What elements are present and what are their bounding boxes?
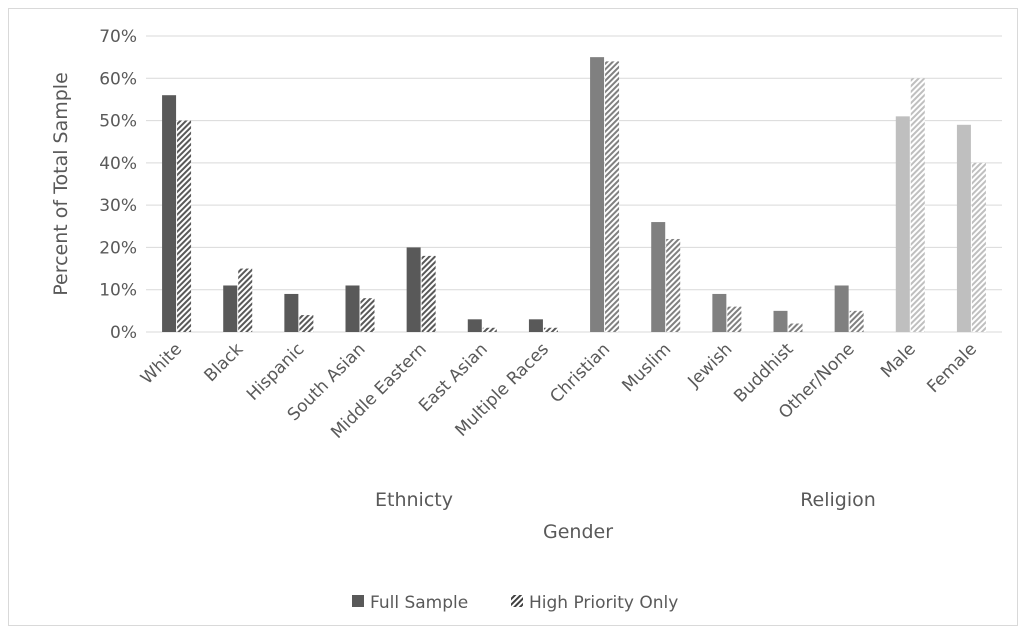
bar-full-sample	[773, 310, 788, 332]
bar-high-priority	[788, 323, 803, 332]
gridlines	[146, 35, 1002, 333]
bar-high-priority	[605, 61, 620, 332]
bar-full-sample	[590, 57, 605, 333]
bar-full-sample	[834, 285, 849, 332]
group-label-religion: Religion	[800, 489, 876, 511]
bar-high-priority	[238, 268, 253, 332]
y-axis-ticks: 0% 10% 20% 30% 40% 50% 60% 70%	[99, 27, 137, 343]
x-tick-label: Black	[201, 339, 248, 386]
legend: Full Sample High Priority Only	[352, 593, 678, 613]
x-tick-label: Male	[877, 339, 920, 382]
x-tick-label: Muslim	[618, 339, 675, 396]
group-label-ethnicity: Ethnicty	[375, 489, 453, 511]
x-tick-label: Jewish	[684, 339, 737, 392]
bar-high-priority	[971, 162, 986, 332]
bar-high-priority	[543, 327, 558, 332]
legend-label-high-priority: High Priority Only	[529, 593, 678, 613]
bar-full-sample	[956, 124, 971, 332]
legend-swatch-full-sample	[352, 595, 364, 607]
bar-full-sample	[528, 319, 543, 332]
y-tick-label: 0%	[110, 323, 137, 343]
bar-high-priority	[299, 315, 314, 332]
bar-high-priority	[177, 120, 192, 332]
bar-high-priority	[421, 255, 436, 332]
y-tick-label: 10%	[99, 281, 137, 301]
y-axis-title: Percent of Total Sample	[50, 72, 72, 296]
group-label-gender: Gender	[543, 521, 613, 543]
bar-full-sample	[712, 293, 727, 332]
y-tick-label: 60%	[99, 69, 137, 89]
bar-full-sample	[406, 247, 421, 332]
bar-full-sample	[223, 285, 238, 332]
x-tick-label: Female	[923, 339, 981, 397]
bar-high-priority	[910, 78, 925, 333]
bar-full-sample	[284, 293, 299, 332]
x-tick-label: White	[137, 339, 186, 388]
bar-high-priority	[727, 306, 742, 332]
bar-full-sample	[651, 222, 666, 332]
bar-full-sample	[467, 319, 482, 332]
y-tick-label: 40%	[99, 154, 137, 174]
x-tick-label: Christian	[546, 339, 614, 407]
bars	[162, 57, 986, 333]
y-tick-label: 70%	[99, 27, 137, 47]
legend-swatch-high-priority	[511, 595, 523, 607]
bar-full-sample	[345, 285, 360, 332]
bar-full-sample	[162, 95, 177, 332]
bar-high-priority	[482, 327, 497, 332]
legend-label-full-sample: Full Sample	[370, 593, 468, 613]
bar-high-priority	[849, 310, 864, 332]
bar-high-priority	[360, 298, 375, 332]
y-tick-label: 50%	[99, 112, 137, 132]
bar-full-sample	[895, 116, 910, 332]
bar-high-priority	[666, 238, 681, 332]
y-tick-label: 20%	[99, 238, 137, 258]
y-tick-label: 30%	[99, 196, 137, 216]
